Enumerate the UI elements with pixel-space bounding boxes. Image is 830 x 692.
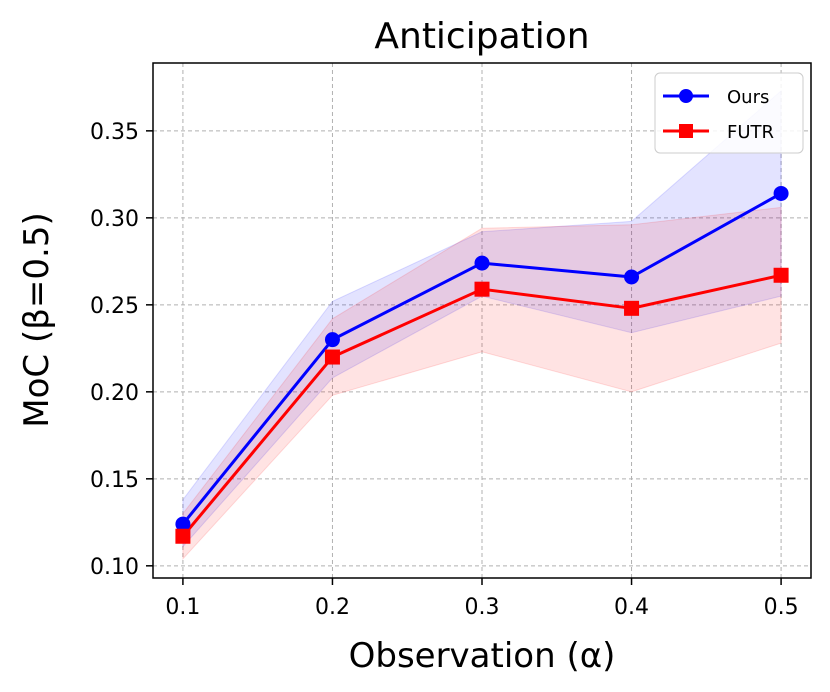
grid xyxy=(153,63,811,578)
futr-data-point xyxy=(474,281,490,297)
y-tick-label: 0.10 xyxy=(90,555,139,580)
y-axis-title: MoC (β=0.5) xyxy=(17,212,57,427)
series-markers xyxy=(175,185,789,544)
y-tick-label: 0.20 xyxy=(90,381,139,406)
confidence-bands xyxy=(182,89,782,561)
y-tick-label: 0.25 xyxy=(90,294,139,319)
y-tick-label: 0.35 xyxy=(90,120,139,145)
x-tick-label: 0.4 xyxy=(614,595,649,620)
futr-legend-label: FUTR xyxy=(727,122,774,143)
ours-data-point xyxy=(624,269,640,285)
x-tick-label: 0.2 xyxy=(315,595,350,620)
ours-legend-label: Ours xyxy=(727,87,769,108)
y-tick-label: 0.15 xyxy=(90,468,139,493)
ours-data-point xyxy=(474,255,490,271)
y-tick-label: 0.30 xyxy=(90,207,139,232)
x-tick-label: 0.5 xyxy=(764,595,799,620)
futr-confidence-band xyxy=(182,206,782,561)
x-axis-title: Observation (α) xyxy=(349,636,616,676)
futr-data-point xyxy=(324,349,340,365)
axis-ticks: 0.1 0.2 0.3 0.4 0.5 0.10 0.15 0.20 0.25 0.30 0.35 xyxy=(90,120,799,620)
chart-title: Anticipation xyxy=(374,16,589,57)
legend: Ours FUTR xyxy=(654,72,804,154)
x-tick-label: 0.3 xyxy=(465,595,500,620)
ours-data-point xyxy=(324,332,340,348)
futr-data-point xyxy=(175,528,191,544)
ours-data-point xyxy=(175,516,191,532)
futr-legend-marker xyxy=(679,124,693,138)
futr-data-point xyxy=(624,300,640,316)
ours-confidence-band xyxy=(182,89,782,549)
x-tick-label: 0.1 xyxy=(165,595,200,620)
futr-data-point xyxy=(773,267,789,283)
ours-legend-marker xyxy=(679,89,693,103)
ours-data-point xyxy=(773,185,789,201)
